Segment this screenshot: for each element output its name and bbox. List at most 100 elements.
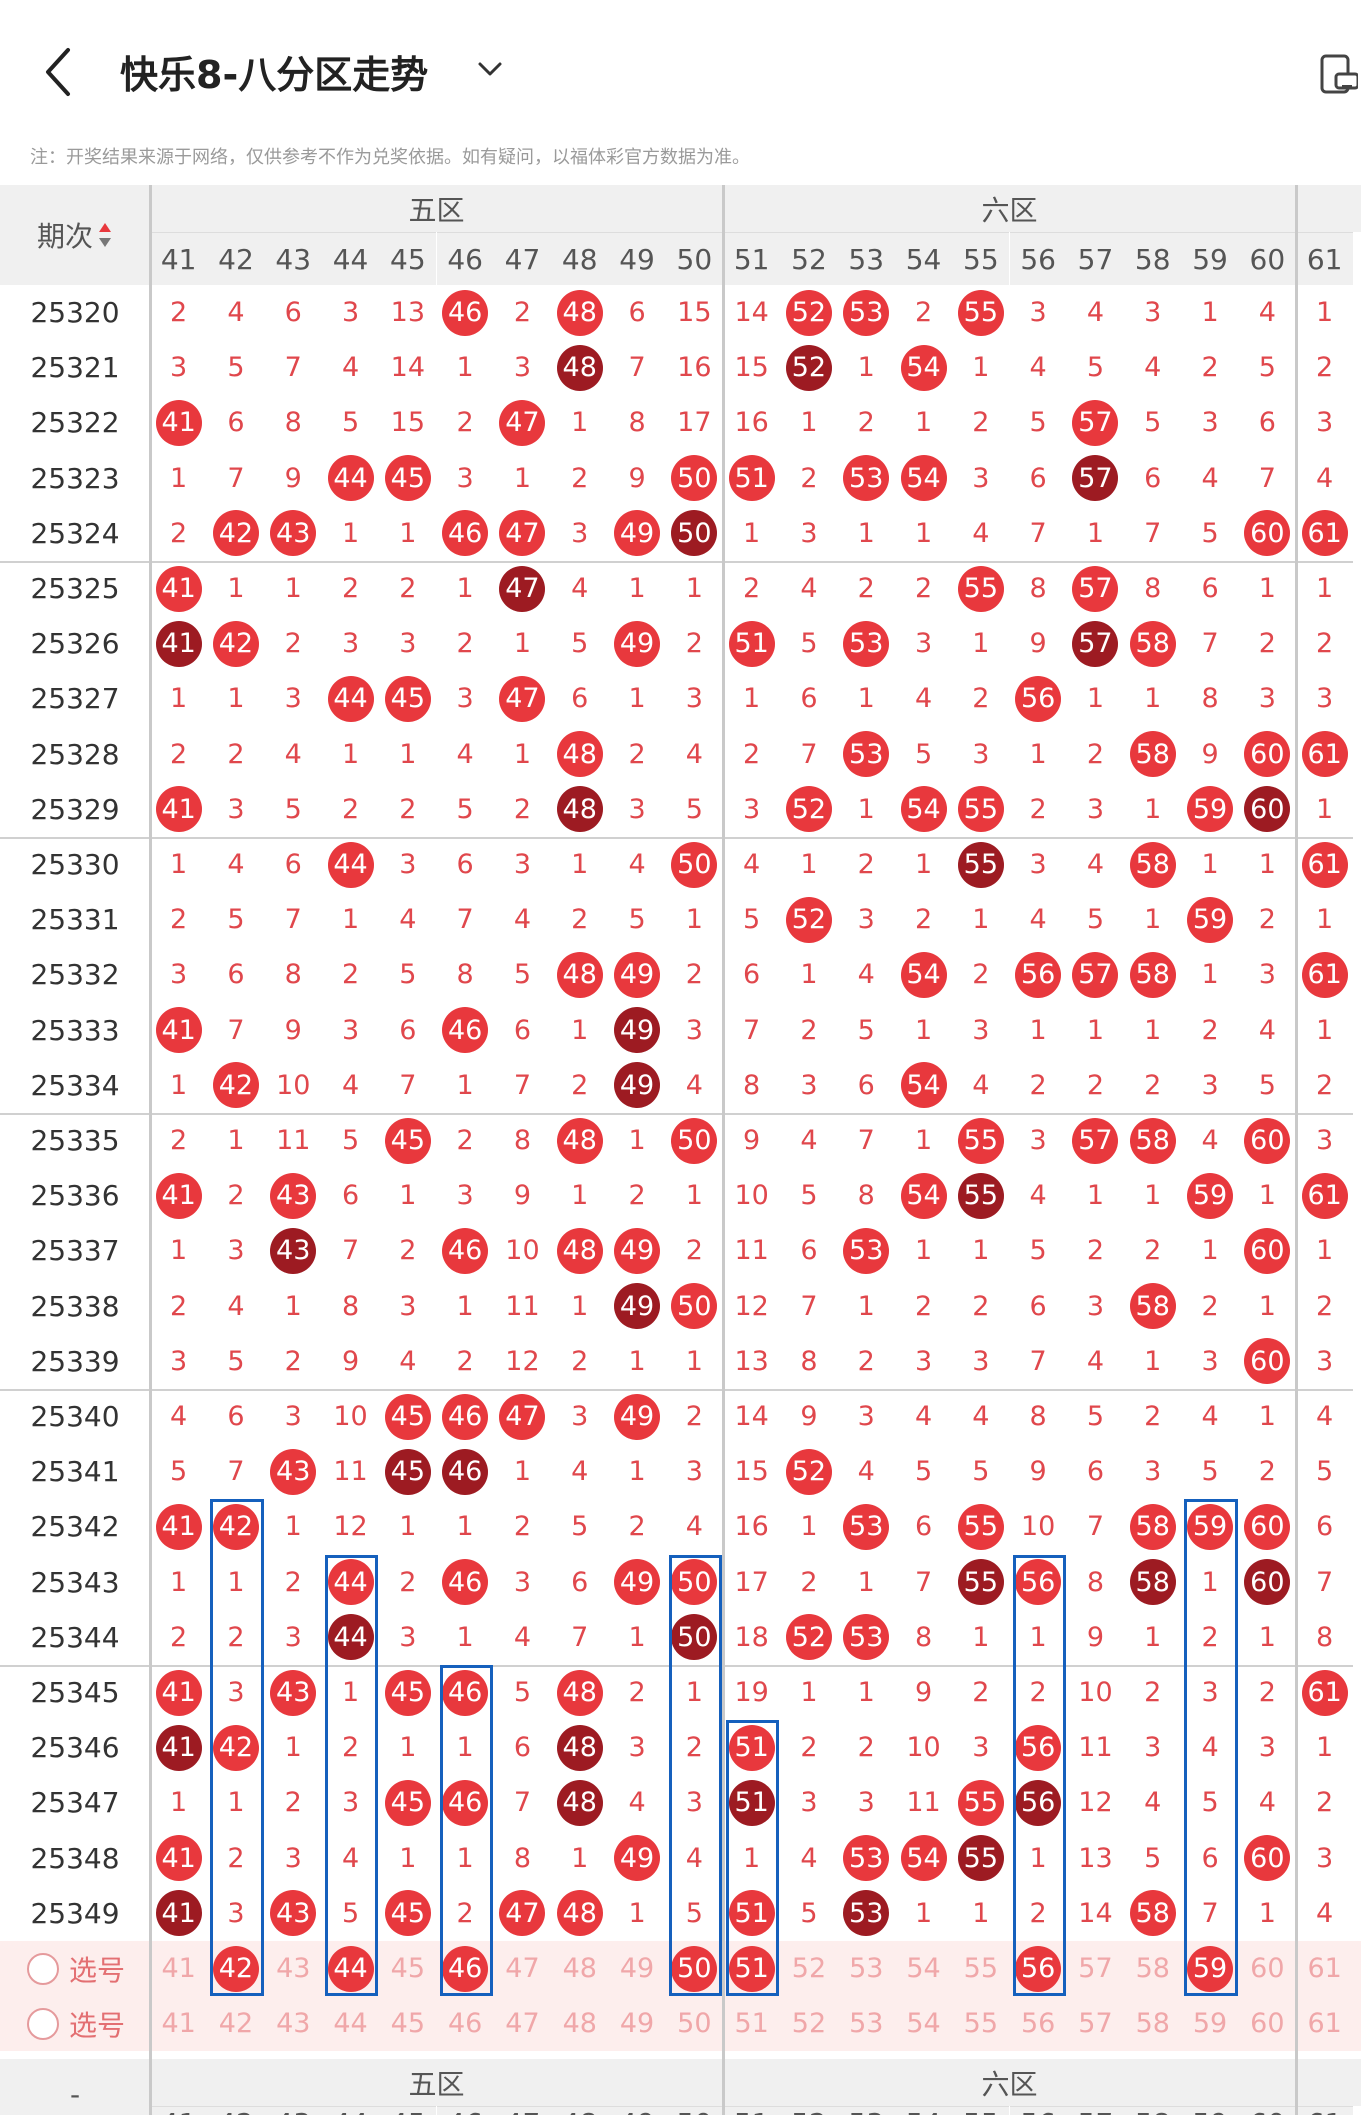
radio-circle-icon[interactable] bbox=[25, 2006, 61, 2042]
select-number-cell[interactable]: 60 bbox=[1250, 1953, 1285, 1985]
miss-cell: 2 bbox=[170, 738, 188, 770]
select-number-cell[interactable]: 41 bbox=[161, 1953, 196, 1985]
select-number-cell[interactable]: 53 bbox=[849, 1953, 884, 1985]
select-number-cell[interactable]: 43 bbox=[276, 1953, 311, 1985]
select-number-cell[interactable]: 56 bbox=[1010, 1941, 1067, 1996]
miss-cell: 1 bbox=[857, 1566, 875, 1598]
miss-cell: 9 bbox=[1029, 1456, 1047, 1488]
select-number-cell[interactable]: 52 bbox=[791, 2008, 827, 2040]
miss-cell: 14 bbox=[390, 352, 426, 384]
select-number-cell[interactable]: 55 bbox=[963, 2008, 999, 2040]
miss-cell: 3 bbox=[1316, 407, 1334, 439]
issue-cell: 25348 bbox=[30, 1841, 120, 1875]
column-header-57: 57 bbox=[1066, 232, 1125, 285]
selected-number-ball[interactable]: 59 bbox=[1187, 1945, 1234, 1992]
select-number-cell[interactable]: 50 bbox=[677, 2008, 712, 2040]
select-number-cell[interactable]: 42 bbox=[207, 1941, 264, 1996]
page-title[interactable]: 快乐8-八分区走势 bbox=[120, 53, 429, 97]
miss-cell: 1 bbox=[685, 573, 703, 605]
select-number-cell[interactable]: 58 bbox=[1135, 1953, 1170, 1985]
select-number-cell[interactable]: 51 bbox=[723, 1941, 780, 1996]
selected-number-ball[interactable]: 51 bbox=[728, 1945, 775, 1992]
miss-cell: 1 bbox=[743, 1842, 761, 1874]
issue-header[interactable]: 期次 bbox=[0, 185, 150, 285]
selected-number-ball[interactable]: 50 bbox=[671, 1945, 718, 1992]
select-number-cell[interactable]: 42 bbox=[218, 2008, 254, 2040]
select-number-cell[interactable]: 45 bbox=[390, 2008, 426, 2040]
hit-cell: 50 bbox=[666, 1555, 723, 1610]
miss-cell: 1 bbox=[857, 793, 875, 825]
miss-cell: 4 bbox=[972, 517, 990, 549]
select-number-cell[interactable]: 47 bbox=[505, 1953, 540, 1985]
select-number-cell[interactable]: 48 bbox=[562, 2008, 597, 2040]
select-number-cell[interactable]: 57 bbox=[1078, 1953, 1113, 1985]
number-ball: 49 bbox=[614, 1007, 661, 1054]
miss-cell: 5 bbox=[628, 904, 646, 936]
select-number-cell[interactable]: 56 bbox=[1020, 2008, 1056, 2040]
miss-cell: 2 bbox=[857, 407, 875, 439]
miss-cell: 3 bbox=[571, 517, 589, 549]
selected-number-ball[interactable]: 44 bbox=[327, 1945, 374, 1992]
number-ball: 52 bbox=[785, 344, 832, 391]
miss-cell: 2 bbox=[685, 1401, 703, 1433]
select-number-cell[interactable]: 50 bbox=[666, 1941, 723, 1996]
radio-circle-icon[interactable] bbox=[25, 1951, 61, 1987]
select-number-cell[interactable]: 61 bbox=[1307, 2008, 1342, 2040]
footer-column-header-52: 52 bbox=[780, 2106, 838, 2115]
select-number-cell[interactable]: 44 bbox=[333, 2008, 368, 2040]
select-row-label[interactable]: 选号 bbox=[0, 1996, 150, 2051]
select-number-cell[interactable]: 43 bbox=[276, 2008, 311, 2040]
select-number-cell[interactable]: 46 bbox=[437, 1941, 494, 1996]
title-dropdown-button[interactable] bbox=[472, 52, 508, 88]
select-number-cell[interactable]: 53 bbox=[849, 2008, 884, 2040]
number-ball: 53 bbox=[843, 1503, 890, 1550]
select-number-cell[interactable]: 49 bbox=[619, 1953, 655, 1985]
select-number-cell[interactable]: 45 bbox=[390, 1953, 426, 1985]
miss-cell: 3 bbox=[914, 1345, 933, 1377]
select-number-cell[interactable]: 60 bbox=[1250, 2008, 1285, 2040]
miss-cell: 7 bbox=[1201, 1897, 1219, 1929]
number-ball: 55 bbox=[957, 1835, 1004, 1882]
hit-cell: 58 bbox=[1124, 1279, 1181, 1334]
select-number-cell[interactable]: 48 bbox=[562, 1953, 597, 1985]
selected-number-ball[interactable]: 56 bbox=[1015, 1945, 1062, 1992]
miss-cell: 6 bbox=[800, 1235, 818, 1267]
select-number-cell[interactable]: 44 bbox=[322, 1941, 379, 1996]
rotate-screen-button[interactable] bbox=[1318, 52, 1360, 96]
selection-highlight-box bbox=[1184, 1499, 1238, 1997]
select-row-label[interactable]: 选号 bbox=[0, 1941, 150, 1996]
select-number-cell[interactable]: 52 bbox=[791, 1953, 827, 1985]
miss-cell: 16 bbox=[734, 407, 769, 439]
miss-cell: 2 bbox=[341, 1732, 360, 1764]
select-number-cell[interactable]: 55 bbox=[963, 1953, 999, 1985]
select-number-cell[interactable]: 59 bbox=[1192, 2008, 1228, 2040]
select-number-cell[interactable]: 46 bbox=[447, 2008, 483, 2040]
hit-cell: 60 bbox=[1239, 727, 1296, 782]
hit-cell: 56 bbox=[1010, 947, 1067, 1002]
miss-cell: 1 bbox=[399, 1842, 417, 1874]
miss-cell: 1 bbox=[1258, 1290, 1276, 1322]
miss-cell: 7 bbox=[284, 352, 302, 384]
select-number-cell[interactable]: 54 bbox=[906, 2008, 941, 2040]
select-number-cell[interactable]: 41 bbox=[161, 2008, 196, 2040]
selected-number-ball[interactable]: 46 bbox=[442, 1945, 489, 1992]
select-number-cell[interactable]: 58 bbox=[1135, 2008, 1170, 2040]
miss-cell: 13 bbox=[390, 297, 426, 329]
select-number-cell[interactable]: 51 bbox=[734, 2008, 769, 2040]
select-number-cell[interactable]: 61 bbox=[1307, 1953, 1342, 1985]
select-row-bg bbox=[0, 1996, 1361, 2052]
select-number-cell[interactable]: 47 bbox=[505, 2008, 540, 2040]
sort-icon[interactable] bbox=[97, 220, 113, 250]
miss-cell: 5 bbox=[1258, 352, 1276, 384]
select-number-cell[interactable]: 54 bbox=[906, 1953, 941, 1985]
hit-cell: 45 bbox=[379, 1886, 436, 1941]
select-number-cell[interactable]: 59 bbox=[1181, 1941, 1238, 1996]
select-number-cell[interactable]: 49 bbox=[619, 2008, 655, 2040]
select-number-cell[interactable]: 57 bbox=[1078, 2008, 1113, 2040]
number-ball: 59 bbox=[1187, 896, 1234, 943]
selected-number-ball[interactable]: 42 bbox=[212, 1945, 259, 1992]
back-button[interactable] bbox=[40, 42, 80, 102]
miss-cell: 2 bbox=[914, 573, 933, 605]
miss-cell: 1 bbox=[513, 1456, 532, 1488]
miss-cell: 8 bbox=[513, 1125, 532, 1157]
